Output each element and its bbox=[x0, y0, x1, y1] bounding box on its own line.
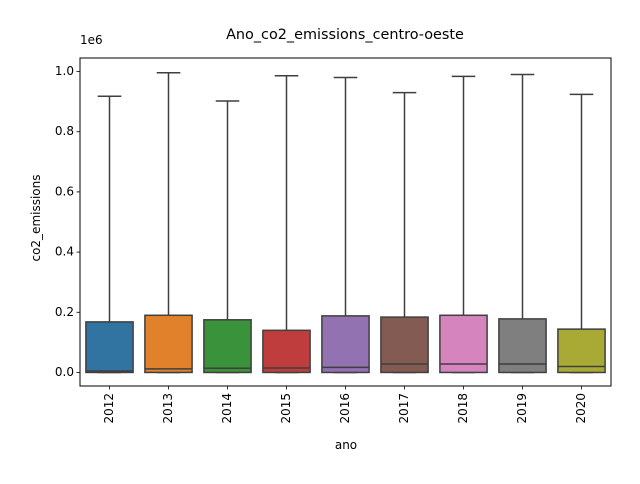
x-tick-label: 2015 bbox=[279, 393, 293, 424]
iqr-box bbox=[85, 321, 134, 374]
box-2019 bbox=[498, 73, 547, 374]
box-2015 bbox=[262, 75, 311, 374]
box-2014 bbox=[203, 100, 252, 374]
y-tick-label: 0.2 bbox=[55, 305, 74, 319]
iqr-box bbox=[557, 328, 606, 374]
iqr-box bbox=[203, 319, 252, 374]
plot-area-frame bbox=[79, 57, 612, 387]
x-tick-label: 2013 bbox=[161, 393, 175, 424]
x-axis-label: ano bbox=[335, 438, 357, 452]
y-tick-label: 1.0 bbox=[55, 64, 74, 78]
x-tick-label: 2020 bbox=[574, 393, 588, 424]
y-tick-label: 0.6 bbox=[55, 184, 74, 198]
y-tick-label: 0.8 bbox=[55, 124, 74, 138]
boxes-layer bbox=[85, 71, 606, 374]
x-tick-label: 2019 bbox=[515, 393, 529, 424]
y-tick-label: 0.0 bbox=[55, 365, 74, 379]
box-2016 bbox=[321, 76, 370, 374]
box-2012 bbox=[85, 95, 134, 374]
iqr-box bbox=[380, 316, 429, 374]
y-tick-label: 0.4 bbox=[55, 245, 74, 259]
iqr-box bbox=[144, 314, 193, 374]
ticks-layer: 2012 2013 2014 2015 2016 2017 2018 2019 2020 0.0 0… bbox=[55, 64, 588, 424]
iqr-box bbox=[439, 314, 488, 374]
iqr-box bbox=[321, 315, 370, 374]
x-tick-label: 2016 bbox=[338, 393, 352, 424]
x-tick-label: 2014 bbox=[220, 393, 234, 424]
x-tick-label: 2012 bbox=[102, 393, 116, 424]
box-2020 bbox=[557, 93, 606, 374]
x-tick-label: 2017 bbox=[397, 393, 411, 424]
box-2013 bbox=[144, 71, 193, 374]
iqr-box bbox=[262, 329, 311, 374]
box-2017 bbox=[380, 91, 429, 374]
x-tick-label: 2018 bbox=[456, 393, 470, 424]
y-axis-offset-label: 1e6 bbox=[80, 33, 103, 47]
box-2018 bbox=[439, 75, 488, 374]
chart-title: Ano_co2_emissions_centro-oeste bbox=[226, 27, 464, 43]
y-axis-label: co2_emissions bbox=[29, 174, 43, 261]
